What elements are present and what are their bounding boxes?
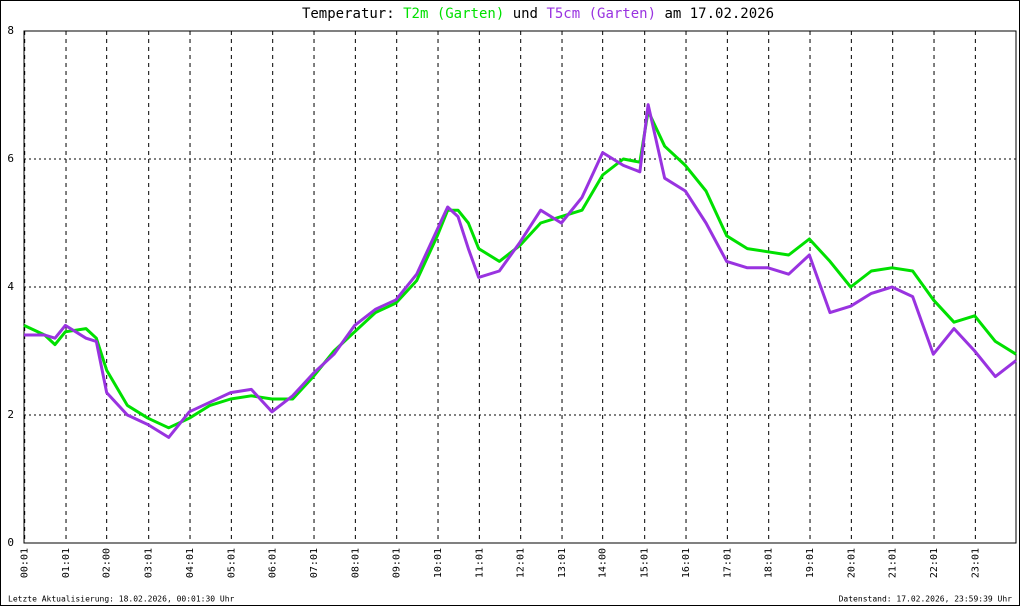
x-tick-label: 20:01 <box>846 548 857 578</box>
x-tick-label: 08:01 <box>350 548 361 578</box>
x-tick-label: 02:00 <box>102 548 113 578</box>
x-tick-label: 09:01 <box>392 548 403 578</box>
x-tick-label: 05:01 <box>226 548 237 578</box>
x-tick-label: 03:01 <box>144 548 155 578</box>
x-tick-label: 06:01 <box>268 548 279 578</box>
title-series: T5cm (Garten) <box>546 6 656 22</box>
footer-right: Datenstand: 17.02.2026, 23:59:39 Uhr <box>839 595 1013 604</box>
x-tick-label: 22:01 <box>929 548 940 578</box>
y-tick-label: 2 <box>7 408 14 421</box>
x-tick-label: 11:01 <box>474 548 485 578</box>
x-tick-label: 14:00 <box>598 548 609 578</box>
footer-left: Letzte Aktualisierung: 18.02.2026, 00:01… <box>8 595 235 604</box>
x-tick-label: 12:01 <box>516 548 527 578</box>
x-tick-label: 23:01 <box>970 548 981 578</box>
plot-border <box>23 30 1017 544</box>
x-tick-label: 10:01 <box>433 548 444 578</box>
x-tick-label: 00:01 <box>20 548 31 578</box>
y-tick-label: 4 <box>7 280 14 293</box>
title-text: am 17.02.2026 <box>664 6 774 22</box>
chart-title: Temperatur: T2m (Garten) und T5cm (Garte… <box>302 6 774 22</box>
series-line <box>24 103 1017 439</box>
x-tick-label: 13:01 <box>557 548 568 578</box>
y-tick-label: 0 <box>7 536 14 549</box>
y-tick-label: 8 <box>7 24 14 37</box>
series-line <box>23 109 1017 430</box>
title-series: T2m (Garten) <box>403 6 504 22</box>
x-tick-label: 07:01 <box>309 548 320 578</box>
x-tick-label: 17:01 <box>722 548 733 578</box>
x-tick-label: 18:01 <box>764 548 775 578</box>
x-tick-label: 16:01 <box>681 548 692 578</box>
x-tick-label: 19:01 <box>805 548 816 578</box>
title-text: und <box>513 6 538 22</box>
x-tick-label: 04:01 <box>185 548 196 578</box>
x-tick-label: 01:01 <box>61 548 72 578</box>
y-tick-label: 6 <box>7 152 14 165</box>
x-tick-label: 21:01 <box>888 548 899 578</box>
title-text: Temperatur: <box>302 6 395 22</box>
x-tick-label: 15:01 <box>640 548 651 578</box>
